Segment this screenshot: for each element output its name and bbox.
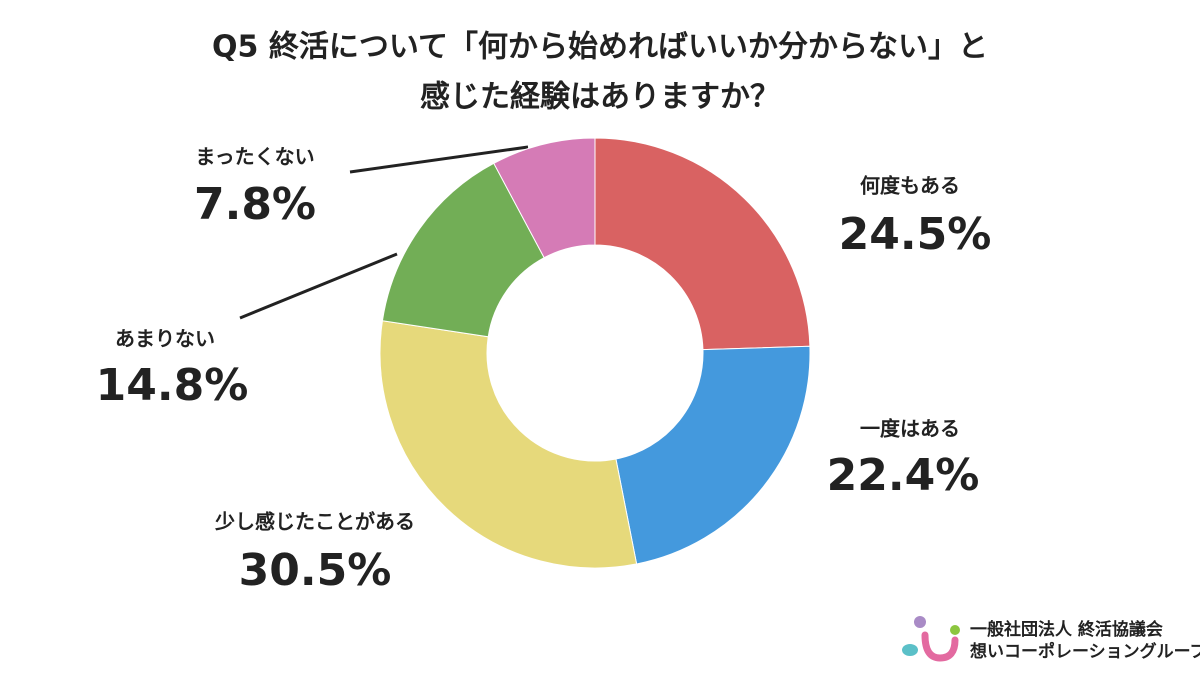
logo-mark bbox=[921, 631, 959, 662]
logo-dot bbox=[914, 616, 926, 628]
logo-dot bbox=[950, 625, 960, 635]
organization: 一般社団法人 終活協議会 bbox=[970, 619, 1163, 640]
category-label: 何度もある bbox=[860, 174, 960, 198]
leader-line bbox=[349, 145, 529, 174]
donut-slice bbox=[379, 320, 638, 569]
donut-slice bbox=[381, 162, 545, 338]
donut-slice bbox=[615, 345, 811, 565]
group-name: 想いコーポレーショングループ bbox=[970, 641, 1200, 662]
value-label: 30.5% bbox=[239, 545, 392, 596]
leader-line bbox=[239, 252, 398, 320]
chart-title: 感じた経験はありますか？ bbox=[420, 80, 780, 115]
donut-slice bbox=[493, 137, 596, 259]
logo-dot bbox=[902, 644, 918, 656]
value-label: 24.5% bbox=[839, 209, 992, 260]
category-label: 一度はある bbox=[860, 417, 960, 441]
value-label: 7.8% bbox=[194, 179, 316, 230]
value-label: 14.8% bbox=[96, 360, 249, 411]
chart-title: Q5 終活について「何から始めればいいか分からない」と bbox=[212, 30, 988, 65]
donut-slice bbox=[594, 137, 811, 351]
category-label: 少し感じたことがある bbox=[214, 510, 415, 534]
category-label: あまりない bbox=[115, 327, 215, 351]
logo bbox=[902, 616, 960, 662]
category-label: まったくない bbox=[195, 145, 314, 169]
value-label: 22.4% bbox=[827, 450, 980, 501]
